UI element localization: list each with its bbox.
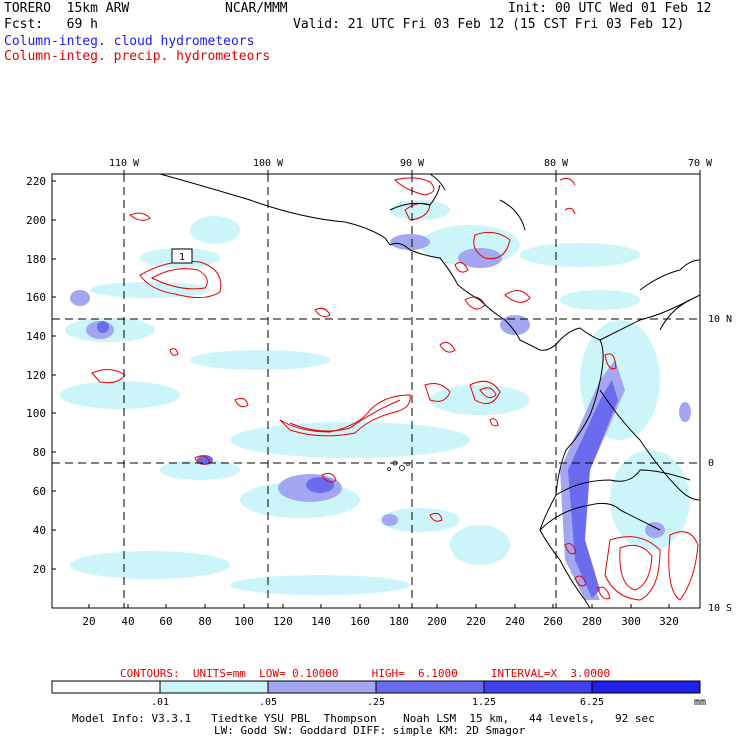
coastlines <box>159 173 701 609</box>
forecast-hour: Fcst: 69 h <box>4 17 98 32</box>
init-time: Init: 00 UTC Wed 01 Feb 12 <box>508 1 712 16</box>
x-tick: 240 <box>505 615 525 628</box>
x-tick: 40 <box>121 615 134 628</box>
lon-label: 90 W <box>400 158 425 169</box>
colorbar-swatch <box>159 680 269 694</box>
y-tick: 80 <box>33 446 46 459</box>
x-tick: 80 <box>198 615 211 628</box>
valid-time: Valid: 21 UTC Fri 03 Feb 12 (15 CST Fri … <box>293 17 685 32</box>
x-tick: 160 <box>350 615 370 628</box>
colorbar-swatch <box>483 680 593 694</box>
x-tick: 220 <box>466 615 486 628</box>
y-tick: 200 <box>26 214 46 227</box>
contour-label: 1 <box>179 252 185 263</box>
left-y-ticks: 220 200 180 160 140 120 100 80 60 40 20 <box>26 175 46 576</box>
colorbar-unit: mm <box>694 697 706 708</box>
x-tick: 140 <box>311 615 331 628</box>
lon-label: 110 W <box>109 158 140 169</box>
model-label: TORERO 15km ARW <box>4 1 130 16</box>
x-tick: 120 <box>273 615 293 628</box>
lon-label: 70 W <box>688 158 713 169</box>
left-tick-marks <box>52 180 56 570</box>
y-tick: 100 <box>26 407 46 420</box>
colorbar-label: 1.25 <box>472 697 496 708</box>
x-tick: 280 <box>582 615 602 628</box>
lat-label: 0 <box>708 458 714 469</box>
graticule <box>52 174 700 608</box>
y-tick: 60 <box>33 485 46 498</box>
top-lon-labels: 110 W 100 W 90 W 80 W 70 W <box>109 158 713 169</box>
lon-label: 100 W <box>253 158 284 169</box>
field-title-precip: Column-integ. precip. hydrometeors <box>4 49 271 64</box>
x-tick: 320 <box>659 615 679 628</box>
y-tick: 20 <box>33 563 46 576</box>
contour-label-box <box>171 248 193 264</box>
colorbar <box>51 680 701 694</box>
colorbar-swatch <box>51 680 161 694</box>
bottom-x-ticks: 20 40 60 80 100 120 140 160 180 200 220 … <box>82 615 679 628</box>
y-tick: 40 <box>33 524 46 537</box>
y-tick: 120 <box>26 369 46 382</box>
plot-frame <box>51 173 701 609</box>
colorbar-label: .05 <box>259 697 277 708</box>
org-label: NCAR/MMM <box>225 1 288 16</box>
y-tick: 180 <box>26 253 46 266</box>
lon-label: 80 W <box>544 158 569 169</box>
physics-info: LW: Godd SW: Goddard DIFF: simple KM: 2D… <box>214 724 526 737</box>
x-tick: 60 <box>159 615 172 628</box>
y-tick: 160 <box>26 291 46 304</box>
x-tick: 260 <box>543 615 563 628</box>
lat-label: 10 N <box>708 314 732 325</box>
colorbar-label: 6.25 <box>580 697 604 708</box>
field-title-cloud: Column-integ. cloud hydrometeors <box>4 34 255 49</box>
bottom-tick-marks <box>88 604 670 608</box>
contours-info: CONTOURS: UNITS=mm LOW= 0.10000 HIGH= 6.… <box>120 667 611 680</box>
colorbar-labels: .01 .05 .25 1.25 6.25 mm <box>151 697 706 708</box>
x-tick: 300 <box>621 615 641 628</box>
x-tick: 100 <box>234 615 254 628</box>
colorbar-swatch <box>591 680 701 694</box>
colorbar-swatch <box>375 680 485 694</box>
y-tick: 220 <box>26 175 46 188</box>
y-tick: 140 <box>26 330 46 343</box>
colorbar-label: .01 <box>151 697 169 708</box>
lat-label: 10 S <box>708 603 732 614</box>
colorbar-label: .25 <box>367 697 385 708</box>
right-lat-labels: 10 N 0 10 S <box>708 314 732 614</box>
precip-contours <box>91 177 699 601</box>
model-info: Model Info: V3.3.1 Tiedtke YSU PBL Thomp… <box>72 712 655 725</box>
x-tick: 200 <box>427 615 447 628</box>
x-tick: 180 <box>389 615 409 628</box>
top-ticks <box>123 170 701 178</box>
colorbar-swatch <box>267 680 377 694</box>
x-tick: 20 <box>82 615 95 628</box>
